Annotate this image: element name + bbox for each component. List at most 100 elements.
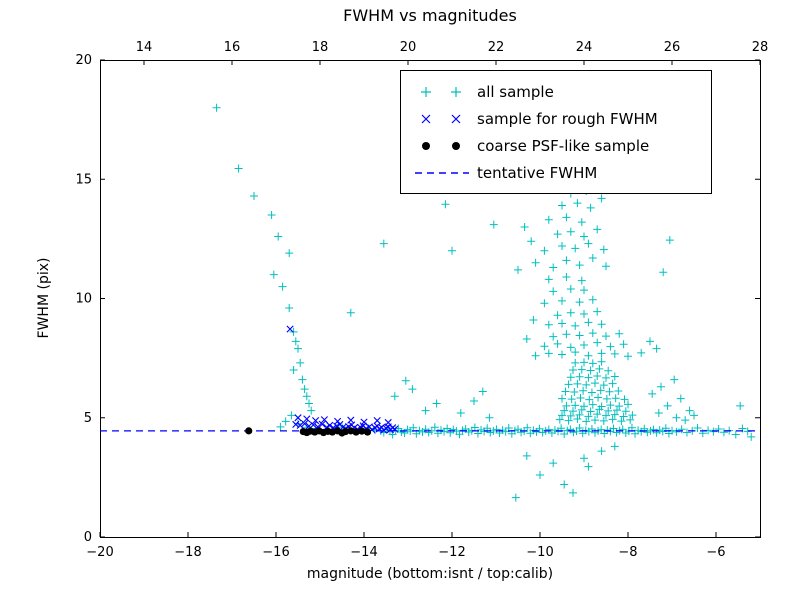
- scatter-point-plus: [614, 387, 623, 396]
- scatter-point-plus: [747, 432, 756, 441]
- scatter-point-plus: [302, 392, 311, 401]
- scatter-point-plus: [582, 417, 591, 426]
- scatter-point-plus: [580, 286, 588, 295]
- scatter-point-plus: [531, 351, 540, 360]
- scatter-point-plus: [558, 242, 566, 251]
- x-axis-label: magnitude (bottom:isnt / top:calib): [306, 566, 554, 582]
- scatter-point-plus: [566, 227, 575, 236]
- legend-entry: coarse PSF-like sample: [401, 132, 711, 159]
- scatter-point-plus: [602, 262, 610, 271]
- scatter-point-plus: [443, 424, 452, 433]
- scatter-point-plus: [529, 315, 538, 324]
- scatter-point-plus: [555, 415, 564, 424]
- scatter-point-plus: [602, 373, 610, 382]
- scatter-point-plus: [580, 454, 588, 463]
- scatter-point-plus: [285, 304, 294, 313]
- scatter-point-plus: [575, 410, 584, 419]
- scatter-point-plus: [584, 239, 593, 248]
- scatter-point-plus: [606, 401, 615, 410]
- scatter-point-plus: [540, 246, 549, 255]
- scatter-point-plus: [719, 428, 728, 437]
- scatter-point-plus: [549, 287, 558, 296]
- scatter-point-plus: [659, 268, 668, 277]
- scatter-point-plus: [626, 415, 635, 424]
- scatter-point-plus: [562, 273, 571, 282]
- scatter-point-plus: [593, 307, 602, 316]
- scatter-point-plus: [663, 401, 672, 410]
- scatter-point-plus: [613, 406, 621, 415]
- scatter-point-plus: [610, 349, 619, 358]
- scatter-point-plus: [558, 394, 566, 403]
- scatter-point-x: [303, 415, 311, 423]
- scatter-point-plus: [584, 462, 593, 471]
- scatter-point-plus: [553, 339, 562, 348]
- scatter-point-plus: [593, 372, 602, 381]
- scatter-point-plus: [602, 332, 610, 341]
- scatter-point-plus: [637, 348, 646, 357]
- scatter-point-plus: [597, 194, 606, 203]
- scatter-point-plus: [390, 392, 399, 401]
- scatter-point-plus: [564, 416, 573, 425]
- scatter-point-plus: [646, 337, 654, 346]
- legend-label: sample for rough FWHM: [477, 109, 658, 128]
- scatter-point-x: [309, 421, 317, 429]
- scatter-point-plus: [714, 424, 723, 433]
- scatter-point-x: [292, 420, 300, 429]
- scatter-point-plus: [587, 388, 596, 397]
- scatter-point-plus: [624, 352, 632, 361]
- scatter-point-plus: [580, 402, 588, 411]
- scatter-point-plus: [599, 416, 608, 425]
- scatter-point-plus: [672, 427, 681, 436]
- scatter-point-x: [384, 418, 392, 427]
- scatter-point-plus: [580, 358, 588, 367]
- scatter-point-plus: [401, 376, 410, 385]
- scatter-point-plus: [628, 411, 637, 420]
- scatter-point-plus: [269, 270, 278, 279]
- scatter-point-x: [294, 414, 302, 422]
- scatter-point-plus: [615, 402, 624, 411]
- x-tick-label: −20: [86, 545, 113, 560]
- scatter-point-plus: [575, 372, 584, 381]
- scatter-point-plus: [305, 399, 313, 408]
- scatter-point-plus: [276, 422, 285, 431]
- top-tick-label: 28: [752, 40, 769, 55]
- scatter-point-plus: [736, 401, 745, 410]
- plus-marker-icon: [421, 86, 461, 97]
- top-tick-label: 22: [488, 40, 505, 55]
- scatter-point-plus: [569, 488, 577, 497]
- scatter-point-plus: [682, 428, 691, 437]
- scatter-point-plus: [514, 265, 522, 274]
- scatter-point-plus: [531, 258, 540, 267]
- x-tick-label: −6: [706, 545, 725, 560]
- scatter-point-plus: [274, 232, 283, 241]
- scatter-point-plus: [566, 284, 575, 293]
- scatter-point-plus: [681, 416, 690, 425]
- scatter-point-plus: [610, 442, 619, 451]
- scatter-point-plus: [562, 330, 571, 339]
- scatter-point-x: [360, 418, 368, 426]
- x-tick-label: −12: [438, 545, 465, 560]
- scatter-point-plus: [522, 451, 531, 460]
- scatter-point-plus: [470, 397, 478, 406]
- scatter-point-plus: [571, 244, 580, 253]
- scatter-point-x: [312, 417, 320, 425]
- x-tick-label: −18: [174, 545, 201, 560]
- scatter-point-plus: [561, 387, 570, 396]
- scatter-point-plus: [421, 406, 430, 415]
- scatter-point-plus: [441, 200, 450, 209]
- scatter-point-plus: [489, 220, 498, 229]
- scatter-point-plus: [430, 423, 439, 432]
- x-tick-label: −10: [526, 545, 553, 560]
- scatter-point-plus: [597, 349, 606, 358]
- scatter-point-x: [318, 420, 326, 428]
- scatter-point-plus: [606, 342, 615, 351]
- scatter-point-plus: [544, 275, 553, 284]
- scatter-point-plus: [569, 407, 577, 416]
- scatter-point-plus: [584, 351, 593, 360]
- circle-marker-icon: [422, 141, 460, 150]
- scatter-point-plus: [296, 358, 305, 367]
- scatter-point-plus: [553, 230, 562, 239]
- top-tick-label: 20: [400, 40, 417, 55]
- scatter-point-x: [326, 421, 334, 429]
